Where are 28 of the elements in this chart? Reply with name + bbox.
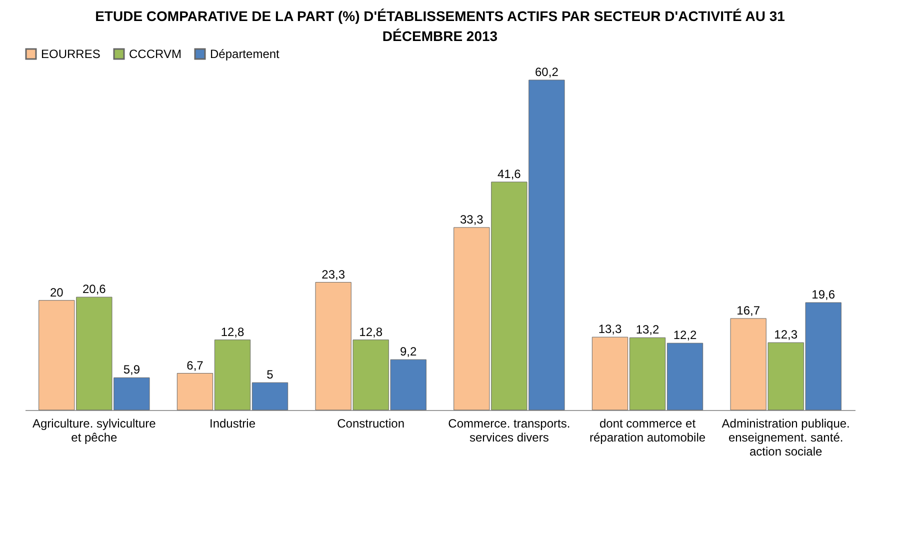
data-label: 12,8	[220, 324, 244, 339]
x-tick-label: Administration publique. enseignement. santé. action sociale	[722, 416, 850, 458]
data-label: 41,6	[497, 166, 522, 181]
data-label: 23,3	[322, 267, 346, 282]
x-tick-label: Industrie	[209, 416, 256, 430]
x-tick-label: Commerce. transports. services divers	[448, 416, 570, 444]
data-label: 12,8	[359, 324, 383, 339]
data-label: 9,2	[400, 344, 418, 359]
data-label: 20,6	[82, 282, 106, 296]
data-label: 16,7	[736, 303, 760, 318]
data-label: 33,3	[460, 212, 484, 226]
data-label: 20	[50, 285, 64, 300]
data-label: 13,3	[598, 322, 622, 336]
x-tick-label: dont commerce et réparation automobile	[589, 416, 706, 444]
x-tick-label: Construction	[337, 416, 405, 430]
legend-label: CCCRVM	[129, 47, 182, 61]
data-label: 13,2	[636, 322, 660, 337]
data-label: 5,9	[123, 362, 140, 377]
data-label: 12,3	[774, 328, 798, 342]
data-label: 6,7	[186, 358, 204, 372]
data-label: 19,6	[812, 288, 836, 302]
legend-label: Département	[210, 47, 280, 61]
data-label: 5	[266, 368, 274, 382]
x-tick-label: Agriculture. sylviculture et pêche	[32, 416, 156, 444]
chart-title: ETUDE COMPARATIVE DE LA PART (%) D'ÉTABLISSEMENTS ACTIFS PAR SECTEUR D'ACTIVITÉ AU 31 DÉCEMBRE 2013	[95, 8, 786, 44]
data-label: 12,2	[673, 328, 698, 342]
data-label: 60,2	[535, 65, 559, 79]
legend-label: EOURRES	[41, 47, 100, 61]
